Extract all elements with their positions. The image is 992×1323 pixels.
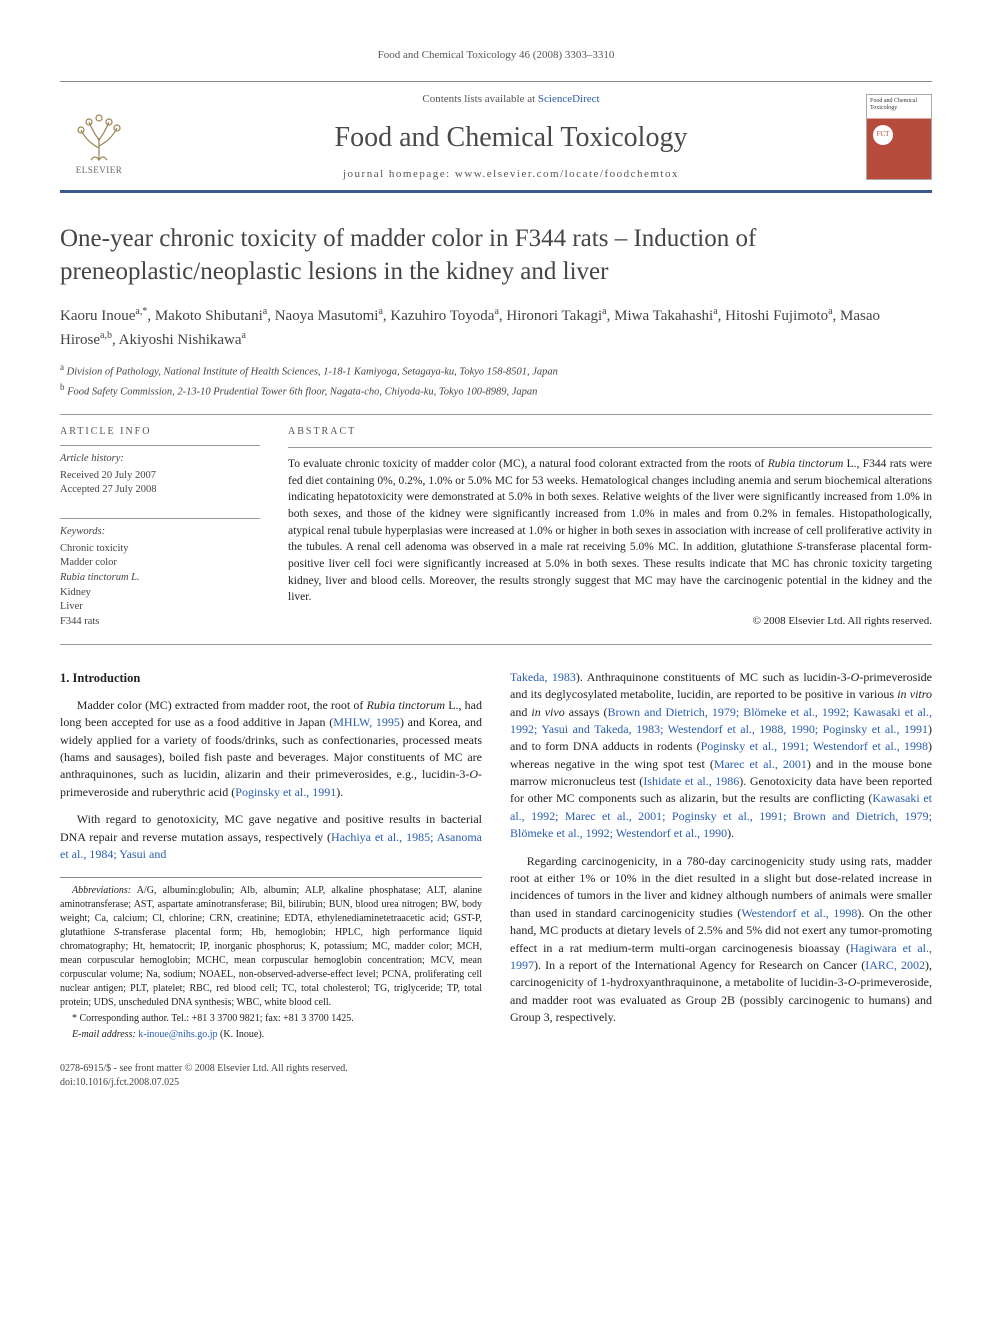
- elsevier-logo: ELSEVIER: [60, 98, 138, 176]
- journal-homepage-line: journal homepage: www.elsevier.com/locat…: [156, 167, 866, 182]
- abbreviations-footnote: Abbreviations: A/G, albumin:globulin; Al…: [60, 884, 482, 1010]
- sciencedirect-link[interactable]: ScienceDirect: [538, 93, 600, 105]
- body-columns: 1. Introduction Madder color (MC) extrac…: [60, 669, 932, 1043]
- page-footer: 0278-6915/$ - see front matter © 2008 El…: [60, 1062, 932, 1090]
- contents-available-line: Contents lists available at ScienceDirec…: [156, 92, 866, 107]
- contents-prefix: Contents lists available at: [422, 93, 537, 105]
- keyword: Rubia tinctorum L.: [60, 571, 260, 586]
- article-info-head: ARTICLE INFO: [60, 425, 260, 439]
- body-paragraph: Madder color (MC) extracted from madder …: [60, 697, 482, 801]
- keyword: Madder color: [60, 556, 260, 571]
- body-top-rule: [60, 644, 932, 645]
- kw-subrule: [60, 518, 260, 519]
- corresponding-author-footnote: * Corresponding author. Tel.: +81 3 3700…: [60, 1012, 482, 1026]
- masthead-center: Contents lists available at ScienceDirec…: [156, 92, 866, 182]
- abstract-head: ABSTRACT: [288, 425, 932, 439]
- body-paragraph: Takeda, 1983). Anthraquinone constituent…: [510, 669, 932, 843]
- cover-title: Food and Chemical Toxicology: [870, 98, 928, 111]
- elsevier-tree-icon: [69, 108, 129, 162]
- abstract-copyright: © 2008 Elsevier Ltd. All rights reserved…: [288, 614, 932, 629]
- footnotes-block: Abbreviations: A/G, albumin:globulin; Al…: [60, 877, 482, 1042]
- author-list: Kaoru Inouea,*, Makoto Shibutania, Naoya…: [60, 304, 932, 351]
- meta-top-rule: [60, 414, 932, 415]
- body-paragraph: Regarding carcinogenicity, in a 780-day …: [510, 853, 932, 1027]
- affiliations: a Division of Pathology, National Instit…: [60, 361, 932, 400]
- masthead: ELSEVIER Contents lists available at Sci…: [60, 82, 932, 193]
- history-accepted: Accepted 27 July 2008: [60, 483, 260, 498]
- running-head: Food and Chemical Toxicology 46 (2008) 3…: [60, 48, 932, 63]
- keyword: Liver: [60, 600, 260, 615]
- article-info-column: ARTICLE INFO Article history: Received 2…: [60, 425, 260, 630]
- history-received: Received 20 July 2007: [60, 469, 260, 484]
- article-meta-row: ARTICLE INFO Article history: Received 2…: [60, 425, 932, 630]
- abstract-column: ABSTRACT To evaluate chronic toxicity of…: [288, 425, 932, 630]
- journal-cover-thumbnail: Food and Chemical Toxicology FCT: [866, 94, 932, 180]
- elsevier-wordmark: ELSEVIER: [76, 164, 123, 177]
- body-paragraph: With regard to genotoxicity, MC gave neg…: [60, 811, 482, 863]
- history-head: Article history:: [60, 452, 260, 467]
- keywords-head: Keywords:: [60, 525, 260, 540]
- journal-name: Food and Chemical Toxicology: [156, 118, 866, 157]
- email-footnote: E-mail address: k-inoue@nihs.go.jp (K. I…: [60, 1028, 482, 1042]
- cover-badge: FCT: [873, 125, 893, 145]
- abstract-subrule: [288, 447, 932, 448]
- article-title: One-year chronic toxicity of madder colo…: [60, 223, 932, 288]
- abstract-text: To evaluate chronic toxicity of madder c…: [288, 456, 932, 606]
- section-heading: 1. Introduction: [60, 669, 482, 687]
- footer-doi: doi:10.1016/j.fct.2008.07.025: [60, 1076, 932, 1090]
- section-title: Introduction: [73, 671, 141, 685]
- keyword: Chronic toxicity: [60, 542, 260, 557]
- info-subrule: [60, 445, 260, 446]
- keyword: Kidney: [60, 586, 260, 601]
- keyword: F344 rats: [60, 615, 260, 630]
- footer-front-matter: 0278-6915/$ - see front matter © 2008 El…: [60, 1062, 932, 1076]
- section-number: 1.: [60, 671, 69, 685]
